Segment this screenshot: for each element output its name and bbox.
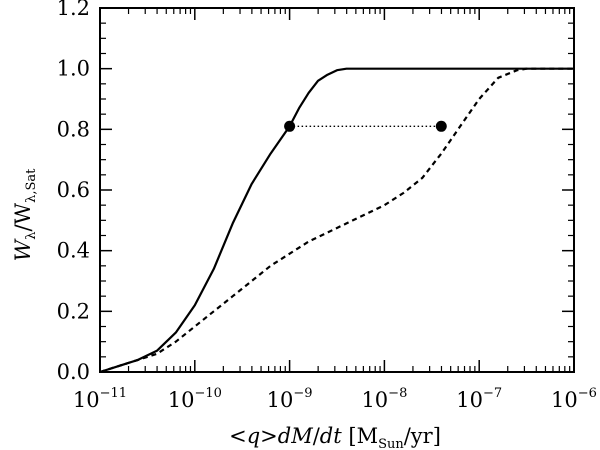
y-tick-label: 0.4 — [57, 239, 90, 263]
x-tick-label: 10−7 — [456, 386, 502, 412]
series-line-solid — [99, 67, 574, 374]
marker-layer — [284, 120, 447, 132]
marker-point — [284, 120, 296, 132]
x-axis-title: <q>dM/dt [MSun/yr] — [229, 424, 441, 450]
y-tick-label: 0.0 — [57, 360, 90, 384]
plot-frame — [99, 7, 575, 373]
x-tick-labels: 10−11 10−10 10−9 10−8 10−7 10−6 — [73, 386, 597, 412]
x-tick-label: 10−9 — [267, 386, 313, 412]
x-label-gt: > — [260, 424, 278, 448]
x-label-d1: d — [278, 424, 291, 448]
series-line-dashed — [99, 67, 574, 374]
y-tick-label: 1.0 — [57, 57, 90, 81]
y-tick-label: 0.8 — [57, 117, 90, 141]
x-tick-label: 10−8 — [361, 386, 407, 412]
marker-point — [435, 120, 447, 132]
x-label-d2: d — [320, 424, 333, 448]
x-label-lt: < — [229, 424, 247, 448]
y-label-sub2: λ,Sat — [24, 168, 39, 203]
x-label-slash: / — [313, 424, 321, 448]
y-label-sub1: λ — [24, 232, 39, 240]
y-tick-labels: 0.0 0.2 0.4 0.6 0.8 1.0 1.2 — [57, 0, 90, 384]
x-tick-label: 10−6 — [551, 386, 597, 412]
x-label-m: M — [290, 424, 313, 448]
y-axis-title: Wλ/Wλ,Sat — [11, 168, 39, 262]
y-label-w1: W — [11, 237, 35, 261]
plot-area — [99, 7, 575, 373]
series-layer — [99, 67, 574, 374]
y-tick-label: 0.6 — [57, 178, 90, 202]
x-label-t: t — [333, 424, 342, 448]
y-tick-label: 1.2 — [57, 0, 90, 20]
x-label-bracket: [M — [342, 424, 378, 448]
x-label-sub: Sun — [378, 437, 404, 450]
x-tick-label: 10−10 — [168, 386, 222, 412]
x-label-unit: /yr] — [404, 424, 441, 448]
x-tick-label: 10−11 — [73, 386, 127, 412]
x-label-q: q — [247, 424, 260, 448]
y-tick-label: 0.2 — [57, 299, 90, 323]
y-label-slash: /W — [11, 202, 35, 231]
